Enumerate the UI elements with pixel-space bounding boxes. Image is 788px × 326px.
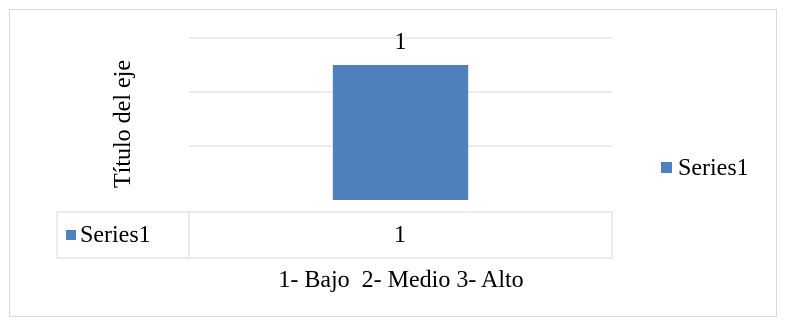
y-axis-title: Título del eje	[110, 60, 136, 188]
data-table-border	[56, 211, 613, 259]
legend: Series1	[661, 155, 749, 181]
bar	[332, 65, 469, 200]
x-category-label: 1- Bajo 2- Medio 3- Alto	[278, 267, 523, 293]
legend-key	[661, 162, 672, 173]
data-table: Series1 1	[56, 211, 613, 259]
legend-label: Series1	[678, 155, 749, 181]
data-table-legend-key	[66, 230, 76, 240]
data-table-series-name: Series1	[80, 222, 151, 248]
bars	[332, 65, 469, 200]
data-label: 1	[395, 29, 407, 55]
data-table-cell: 1	[394, 222, 406, 248]
